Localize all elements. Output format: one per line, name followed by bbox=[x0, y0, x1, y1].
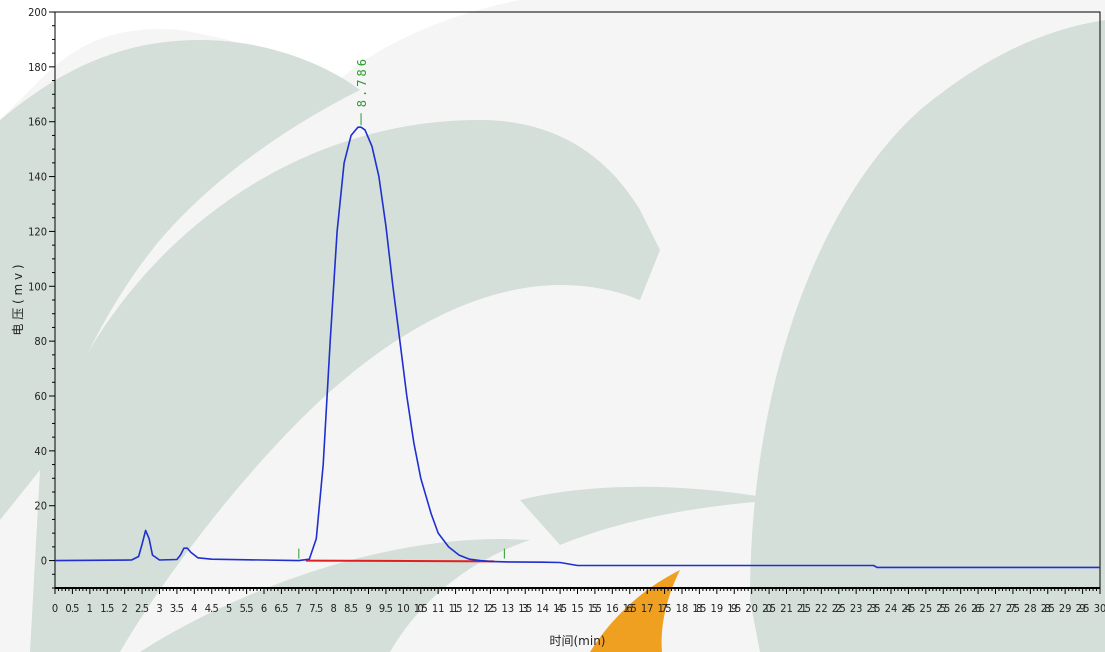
y-tick-label: 100 bbox=[28, 280, 47, 293]
x-tick-label: 23 bbox=[850, 602, 863, 615]
x-tick-label: 11 bbox=[432, 602, 445, 615]
y-tick-label: 40 bbox=[34, 445, 47, 458]
leaf-shape bbox=[30, 120, 660, 652]
x-tick-label: 5 bbox=[226, 602, 232, 615]
y-tick-label: 180 bbox=[28, 61, 47, 74]
x-tick-label: 2 bbox=[122, 602, 128, 615]
y-tick-label: 160 bbox=[28, 116, 47, 129]
x-tick-label: 21.5 bbox=[797, 602, 811, 615]
x-tick-label: 27 bbox=[989, 602, 1002, 615]
x-tick-label: 6.5 bbox=[274, 602, 288, 615]
y-tick-label: 60 bbox=[34, 390, 47, 403]
x-tick-label: 6 bbox=[261, 602, 267, 615]
plot-area bbox=[54, 113, 1100, 569]
leaf-shape bbox=[520, 486, 780, 545]
x-tick-label: 12.5 bbox=[483, 602, 497, 615]
x-tick-label: 11.5 bbox=[449, 602, 463, 615]
x-tick-label: 12 bbox=[467, 602, 480, 615]
x-tick-label: 20 bbox=[745, 602, 758, 615]
y-tick-label: 140 bbox=[28, 171, 47, 184]
x-tick-label: 16 bbox=[606, 602, 619, 615]
x-tick-label: 17 bbox=[641, 602, 654, 615]
x-tick-label: 5.5 bbox=[240, 602, 254, 615]
x-tick-label: 26.5 bbox=[971, 602, 985, 615]
x-tick-label: 19.5 bbox=[727, 602, 741, 615]
x-tick-label: 0 bbox=[52, 602, 58, 615]
x-tick-label: 21 bbox=[780, 602, 793, 615]
x-tick-label: 9.5 bbox=[379, 602, 393, 615]
x-tick-label: 10.5 bbox=[414, 602, 428, 615]
x-tick-label: 20.5 bbox=[762, 602, 776, 615]
x-tick-label: 1.5 bbox=[100, 602, 114, 615]
x-axis-title: 时间(min) bbox=[550, 634, 606, 648]
integration-baseline bbox=[305, 559, 494, 563]
x-tick-label: 0.5 bbox=[65, 602, 79, 615]
leaf-shape bbox=[750, 20, 1105, 652]
x-tick-label: 14.5 bbox=[553, 602, 567, 615]
x-tick-label: 27.5 bbox=[1006, 602, 1020, 615]
x-tick-label: 3.5 bbox=[170, 602, 184, 615]
y-tick-label: 80 bbox=[34, 335, 47, 348]
x-tick-label: 22.5 bbox=[832, 602, 846, 615]
x-tick-label: 30 bbox=[1094, 602, 1105, 615]
x-tick-label: 17.5 bbox=[658, 602, 672, 615]
peak-label: 8.786 bbox=[355, 56, 369, 107]
x-tick-label: 2.5 bbox=[135, 602, 149, 615]
y-tick-label: 0 bbox=[41, 555, 47, 568]
x-tick-label: 28 bbox=[1024, 602, 1037, 615]
x-tick-label: 29.5 bbox=[1076, 602, 1090, 615]
x-tick-label: 13 bbox=[502, 602, 515, 615]
x-tick-label: 4.5 bbox=[205, 602, 219, 615]
x-tick-label: 1 bbox=[87, 602, 93, 615]
x-tick-label: 19 bbox=[711, 602, 724, 615]
x-tick-label: 24.5 bbox=[901, 602, 915, 615]
x-tick-label: 16.5 bbox=[623, 602, 637, 615]
axes-frame bbox=[49, 11, 1101, 594]
x-tick-label: 18.5 bbox=[692, 602, 706, 615]
x-tick-label: 23.5 bbox=[867, 602, 881, 615]
x-tick-label: 7.5 bbox=[309, 602, 323, 615]
x-tick-label: 15.5 bbox=[588, 602, 602, 615]
x-tick-label: 26 bbox=[954, 602, 967, 615]
x-tick-label: 29 bbox=[1059, 602, 1072, 615]
leaf-shape bbox=[140, 539, 530, 652]
y-tick-label: 200 bbox=[28, 6, 47, 19]
x-tick-label: 8 bbox=[331, 602, 337, 615]
y-axis-title: 电 压 ( m v ) bbox=[11, 264, 25, 335]
x-tick-label: 15 bbox=[571, 602, 584, 615]
x-tick-label: 18 bbox=[676, 602, 689, 615]
y-tick-label: 20 bbox=[34, 500, 47, 513]
x-tick-label: 25 bbox=[920, 602, 933, 615]
x-tick-label: 14 bbox=[536, 602, 549, 615]
x-tick-label: 25.5 bbox=[936, 602, 950, 615]
x-tick-label: 9 bbox=[365, 602, 371, 615]
x-tick-label: 10 bbox=[397, 602, 410, 615]
leaf-shape bbox=[0, 40, 360, 520]
x-tick-label: 28.5 bbox=[1041, 602, 1055, 615]
x-tick-label: 4 bbox=[191, 602, 197, 615]
y-tick-label: 120 bbox=[28, 225, 47, 238]
x-tick-label: 8.5 bbox=[344, 602, 358, 615]
x-tick-label: 24 bbox=[885, 602, 898, 615]
x-tick-label: 3 bbox=[156, 602, 162, 615]
leaf-shape bbox=[0, 0, 520, 120]
chromatogram-series-line bbox=[54, 126, 1100, 569]
x-tick-label: 22 bbox=[815, 602, 828, 615]
x-tick-label: 7 bbox=[296, 602, 302, 615]
x-tick-label: 13.5 bbox=[518, 602, 532, 615]
